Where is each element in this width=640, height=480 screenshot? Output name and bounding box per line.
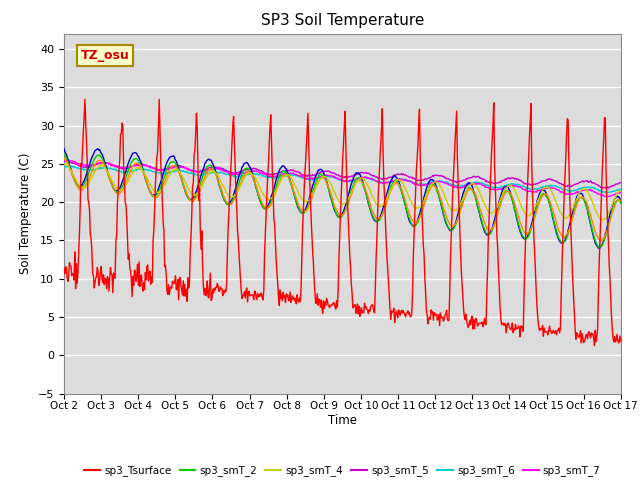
sp3_smT_3 [70, 177, 78, 183]
sp3_smT_5 [61, 158, 69, 164]
sp3_smT_2 [184, 195, 192, 201]
sp3_smT_3 [60, 155, 68, 161]
sp3_smT_1 [60, 146, 68, 152]
sp3_smT_1 [617, 198, 625, 204]
sp3_Tsurface [60, 266, 68, 272]
Line: sp3_Tsurface: sp3_Tsurface [64, 99, 621, 346]
Line: sp3_smT_6: sp3_smT_6 [64, 166, 621, 193]
Line: sp3_smT_7: sp3_smT_7 [64, 160, 621, 197]
sp3_Tsurface [428, 307, 435, 312]
sp3_smT_6 [71, 164, 79, 170]
sp3_smT_6 [411, 180, 419, 186]
Line: sp3_smT_5: sp3_smT_5 [64, 161, 621, 188]
sp3_smT_7 [60, 158, 68, 164]
sp3_smT_4 [60, 162, 68, 168]
Line: sp3_smT_1: sp3_smT_1 [64, 149, 621, 248]
sp3_Tsurface [70, 277, 78, 283]
sp3_smT_2 [60, 151, 68, 156]
sp3_smT_7 [617, 189, 625, 195]
sp3_smT_4 [617, 188, 625, 194]
X-axis label: Time: Time [328, 414, 357, 427]
sp3_Tsurface [214, 283, 222, 289]
sp3_smT_5 [617, 180, 625, 185]
sp3_smT_1 [426, 177, 434, 183]
sp3_smT_5 [598, 185, 606, 191]
Text: TZ_osu: TZ_osu [81, 49, 129, 62]
sp3_Tsurface [411, 210, 419, 216]
sp3_Tsurface [617, 339, 625, 345]
Legend: sp3_Tsurface, sp3_smT_1, sp3_smT_2, sp3_smT_3, sp3_smT_4, sp3_smT_5, sp3_smT_6, : sp3_Tsurface, sp3_smT_1, sp3_smT_2, sp3_… [80, 461, 605, 480]
sp3_smT_7 [71, 158, 79, 164]
Line: sp3_smT_3: sp3_smT_3 [64, 158, 621, 241]
sp3_Tsurface [81, 96, 89, 102]
sp3_smT_2 [410, 223, 418, 229]
sp3_smT_2 [595, 244, 602, 250]
sp3_smT_5 [185, 166, 193, 172]
sp3_smT_4 [214, 172, 222, 178]
sp3_Tsurface [128, 294, 136, 300]
sp3_smT_2 [127, 159, 135, 165]
sp3_smT_7 [65, 157, 72, 163]
sp3_smT_4 [598, 217, 606, 223]
Title: SP3 Soil Temperature: SP3 Soil Temperature [260, 13, 424, 28]
sp3_smT_2 [426, 182, 434, 188]
sp3_smT_5 [428, 174, 435, 180]
sp3_smT_3 [184, 193, 192, 199]
sp3_smT_4 [71, 175, 79, 181]
sp3_smT_3 [598, 238, 605, 244]
sp3_smT_6 [603, 190, 611, 196]
sp3_smT_4 [185, 186, 193, 192]
sp3_smT_6 [214, 169, 222, 175]
sp3_smT_1 [214, 175, 221, 180]
Line: sp3_smT_4: sp3_smT_4 [64, 164, 621, 220]
sp3_smT_4 [61, 161, 68, 167]
sp3_Tsurface [591, 343, 598, 348]
sp3_smT_6 [185, 170, 193, 176]
sp3_smT_6 [617, 187, 625, 193]
sp3_smT_2 [70, 176, 78, 181]
sp3_smT_7 [185, 167, 193, 173]
sp3_Tsurface [185, 285, 193, 291]
sp3_smT_3 [410, 219, 418, 225]
sp3_smT_7 [428, 180, 435, 186]
sp3_smT_3 [214, 176, 221, 181]
sp3_smT_1 [596, 245, 604, 251]
sp3_smT_5 [60, 159, 68, 165]
sp3_smT_1 [127, 153, 135, 159]
sp3_smT_6 [68, 163, 76, 169]
sp3_smT_1 [70, 175, 78, 181]
sp3_smT_3 [426, 186, 434, 192]
sp3_smT_5 [411, 176, 419, 181]
sp3_smT_2 [617, 201, 625, 206]
sp3_smT_2 [214, 176, 221, 182]
sp3_smT_4 [128, 170, 136, 176]
sp3_smT_7 [602, 194, 610, 200]
sp3_smT_5 [71, 161, 79, 167]
sp3_smT_3 [127, 166, 135, 172]
sp3_smT_5 [214, 164, 222, 170]
Line: sp3_smT_2: sp3_smT_2 [64, 154, 621, 247]
sp3_smT_3 [617, 197, 625, 203]
sp3_smT_6 [428, 179, 435, 185]
sp3_smT_7 [411, 182, 419, 188]
Y-axis label: Soil Temperature (C): Soil Temperature (C) [19, 153, 33, 275]
sp3_smT_4 [411, 204, 419, 210]
sp3_smT_7 [214, 166, 222, 172]
sp3_smT_1 [184, 194, 192, 200]
sp3_smT_4 [428, 182, 435, 188]
sp3_smT_7 [128, 164, 136, 169]
sp3_smT_6 [60, 164, 68, 170]
sp3_smT_1 [410, 223, 418, 229]
sp3_smT_5 [128, 163, 136, 169]
sp3_smT_6 [128, 168, 136, 173]
